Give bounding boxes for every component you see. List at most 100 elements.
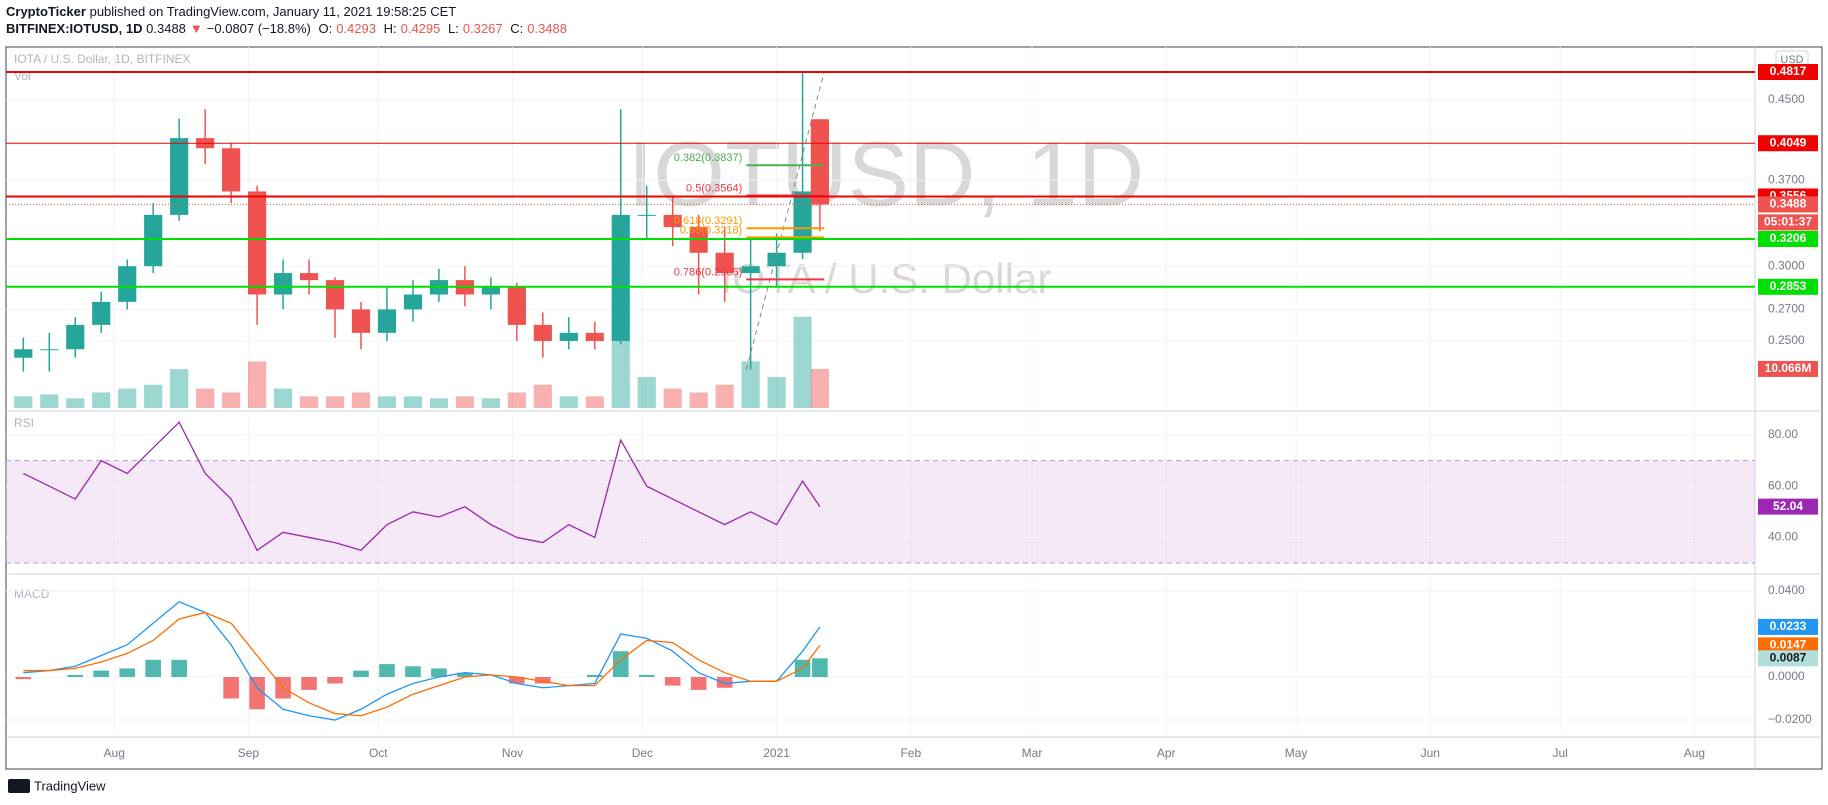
- brand[interactable]: TradingView: [34, 778, 106, 793]
- price-line-label: 0.2853: [1770, 279, 1807, 293]
- x-tick-label: Dec: [632, 746, 653, 760]
- volume-bar: [715, 384, 734, 408]
- candle-body: [741, 266, 760, 274]
- histogram-bar: [223, 677, 239, 699]
- volume-bar: [663, 388, 682, 408]
- candle-body: [637, 214, 656, 216]
- histogram-bar: [67, 674, 84, 678]
- y-tick-label: −0.0200: [1768, 712, 1812, 726]
- fib-label: 0.65(0.3218): [680, 224, 742, 236]
- price-line-label-bg: [1758, 230, 1818, 247]
- candle-body: [170, 138, 189, 215]
- candle-body: [14, 349, 33, 358]
- open-label: O:: [318, 21, 333, 36]
- histogram-bar: [353, 670, 369, 678]
- close: 0.3488: [527, 21, 567, 36]
- histogram-value-label: 0.0087: [1770, 650, 1807, 664]
- candle-body: [793, 191, 812, 253]
- candle-body: [92, 301, 111, 325]
- volume-bar: [429, 398, 449, 408]
- volume-bar: [299, 396, 319, 408]
- volume-bar: [481, 398, 500, 408]
- histogram-bar: [93, 670, 110, 678]
- candle-body: [533, 324, 552, 341]
- histogram-bar: [690, 677, 707, 690]
- signal-line: [23, 611, 821, 717]
- candle-body: [559, 332, 578, 341]
- candle-body: [299, 273, 319, 281]
- published: published on TradingView.com, January 11…: [89, 4, 457, 19]
- histogram-bar: [15, 677, 32, 680]
- rsi-band: [6, 460, 1755, 564]
- histogram-bar: [119, 668, 136, 678]
- volume-bar: [248, 361, 267, 408]
- currency[interactable]: USD: [1780, 54, 1803, 66]
- volume-bar: [351, 392, 371, 408]
- x-tick-label: Apr: [1157, 746, 1176, 760]
- volume-bar: [196, 388, 215, 408]
- low: 0.3267: [462, 21, 503, 36]
- x-tick-label: Nov: [502, 746, 523, 760]
- histogram-bar: [638, 674, 655, 678]
- rsi-value-label-bg: [1758, 498, 1818, 515]
- candle-body: [351, 309, 371, 333]
- rsi-line: [23, 421, 821, 552]
- y-tick-label: 0.3000: [1768, 258, 1805, 272]
- macd-line: [23, 600, 821, 721]
- y-tick-label: 0.4500: [1768, 92, 1805, 106]
- x-tick-label: Jun: [1421, 746, 1440, 760]
- signal-value-label: 0.0147: [1770, 638, 1807, 652]
- x-tick-label: Feb: [900, 746, 921, 760]
- volume-bar: [533, 384, 552, 408]
- histogram-bar: [171, 659, 187, 678]
- current-price-label: 0.3488: [1770, 197, 1807, 211]
- y-tick-label: 60.00: [1768, 478, 1798, 492]
- volume-bar: [222, 392, 241, 408]
- open: 0.4293: [336, 21, 376, 36]
- candle-body: [222, 148, 241, 192]
- x-tick-label: 2021: [763, 746, 790, 760]
- volume-bar: [559, 396, 578, 408]
- volume-label: 10.066M: [1765, 361, 1812, 375]
- volume-bar: [689, 392, 708, 408]
- countdown-bg: [1758, 214, 1818, 231]
- publisher: CryptoTicker: [6, 4, 86, 19]
- y-tick-label: 0.0000: [1768, 669, 1805, 683]
- volume-bar: [507, 392, 526, 408]
- macd-value-label-bg: [1758, 618, 1818, 635]
- candle-body: [481, 287, 500, 295]
- price-line-label: 0.3206: [1770, 231, 1807, 245]
- histogram-bar: [535, 677, 551, 684]
- publish-line: CryptoTicker published on TradingView.co…: [6, 3, 571, 20]
- histogram-bar: [431, 668, 447, 678]
- volume-bar: [611, 338, 630, 408]
- direction: ▼: [189, 21, 203, 36]
- y-tick-label: 80.00: [1768, 427, 1798, 441]
- volume-bar: [144, 384, 163, 408]
- close-label: C:: [510, 21, 524, 36]
- candle-body: [248, 191, 267, 295]
- histogram-bar: [301, 677, 317, 690]
- candle-body: [507, 287, 526, 325]
- price-line-label-bg: [1758, 278, 1818, 295]
- price-line-label: 0.4049: [1770, 135, 1807, 149]
- fib-label: 0.786(0.2905): [674, 266, 743, 278]
- y-tick-label: 0.2700: [1768, 302, 1805, 316]
- y-tick-label: 40.00: [1768, 530, 1798, 544]
- histogram-bar: [457, 672, 473, 678]
- candle-body: [144, 214, 163, 267]
- volume-bar: [92, 392, 111, 408]
- volume-bar: [741, 361, 760, 408]
- price-line-label-bg: [1758, 135, 1818, 152]
- price-line-label-bg: [1758, 64, 1818, 81]
- x-tick-label: Oct: [369, 746, 388, 760]
- symbol: BITFINEX:IOTUSD, 1D: [6, 21, 143, 36]
- volume-bar: [170, 369, 189, 408]
- price-line-label: 0.4817: [1770, 64, 1807, 78]
- volume-bar: [14, 396, 33, 408]
- candle-body: [585, 332, 604, 341]
- fib-label: 0.382(0.3837): [674, 152, 743, 164]
- high: 0.4295: [400, 21, 441, 36]
